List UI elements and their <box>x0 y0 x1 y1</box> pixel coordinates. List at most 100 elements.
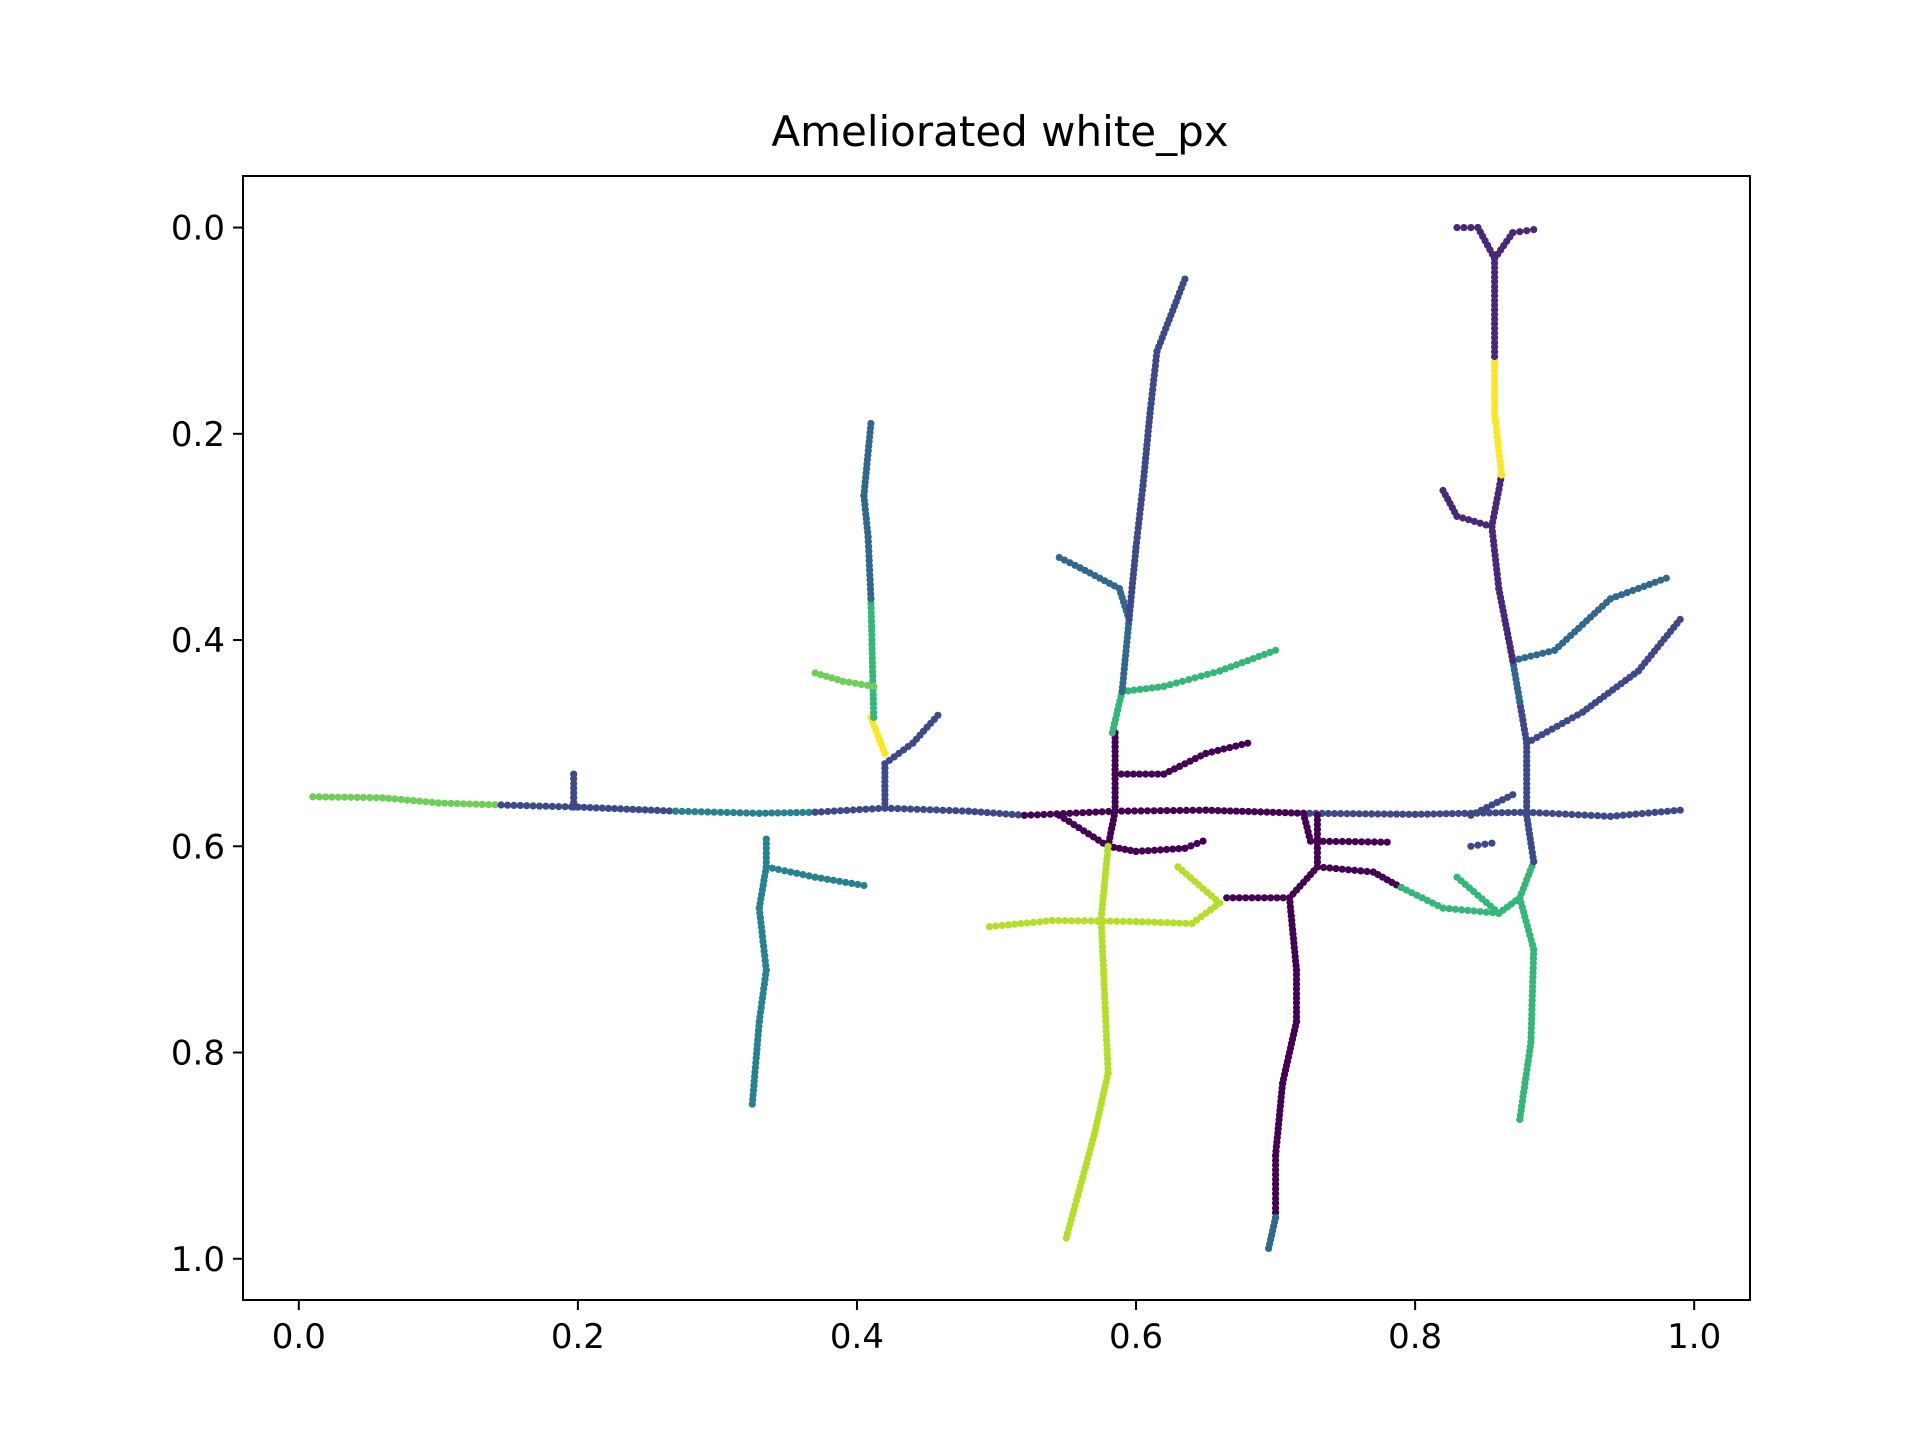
data-point <box>1062 1234 1070 1242</box>
data-point <box>678 807 686 816</box>
data-point <box>1272 646 1280 654</box>
data-point <box>1033 811 1041 819</box>
data-point <box>1074 917 1082 925</box>
data-point <box>1111 770 1119 778</box>
data-point <box>1349 810 1357 818</box>
data-point <box>659 807 668 815</box>
data-point <box>1332 837 1340 846</box>
data-point <box>1581 811 1589 819</box>
data-point <box>1338 837 1346 846</box>
data-point <box>811 808 819 816</box>
data-point <box>447 799 455 808</box>
data-point <box>1266 648 1274 657</box>
data-point <box>359 793 368 802</box>
data-point <box>1263 808 1271 816</box>
point-segment <box>881 711 942 768</box>
data-point <box>1606 595 1615 603</box>
axes-frame <box>242 175 1751 1301</box>
data-point <box>1363 867 1371 876</box>
data-point <box>983 809 991 817</box>
data-point <box>1254 894 1262 902</box>
chart-title: Ameliorated white_px <box>771 107 1228 156</box>
data-point <box>1461 809 1469 818</box>
data-point <box>366 794 374 802</box>
data-point <box>1027 811 1035 819</box>
point-segment <box>1104 807 1207 856</box>
data-point <box>1004 921 1013 929</box>
data-point <box>1663 807 1672 815</box>
data-point <box>1014 811 1022 819</box>
data-point <box>1113 917 1121 925</box>
data-point <box>529 802 537 810</box>
point-segment <box>1125 275 1189 624</box>
point-segment <box>1516 698 1538 866</box>
data-point <box>989 809 998 817</box>
data-point <box>1223 894 1231 902</box>
data-point <box>1232 807 1240 815</box>
data-point <box>900 805 908 813</box>
data-point <box>729 809 738 817</box>
data-point <box>1126 846 1135 855</box>
data-point <box>828 674 836 682</box>
point-segment <box>1509 574 1670 706</box>
data-point <box>1118 807 1126 815</box>
data-point <box>321 793 330 801</box>
data-point <box>1130 686 1138 694</box>
data-point <box>1008 810 1016 819</box>
data-point <box>998 921 1006 930</box>
point-segment <box>1523 615 1684 747</box>
data-point <box>1623 589 1631 597</box>
data-point <box>1119 917 1127 926</box>
point-segment <box>1488 471 1506 531</box>
data-point <box>592 804 600 812</box>
data-point <box>1474 224 1482 232</box>
data-point <box>749 809 757 817</box>
data-point <box>1080 917 1089 925</box>
data-point <box>913 805 921 813</box>
data-point <box>1423 810 1432 818</box>
data-point <box>1238 659 1246 667</box>
data-point <box>811 873 819 881</box>
data-point <box>907 805 915 813</box>
data-point <box>1383 838 1391 846</box>
data-point <box>503 801 512 809</box>
data-point <box>1156 846 1165 854</box>
data-point <box>1208 748 1216 756</box>
data-point <box>653 806 661 815</box>
data-point <box>1221 665 1229 673</box>
data-point <box>894 805 902 813</box>
data-point <box>1377 838 1385 846</box>
data-point <box>1226 807 1234 815</box>
data-point <box>1355 810 1363 818</box>
data-point <box>1191 674 1199 682</box>
data-point <box>1454 809 1463 818</box>
data-point <box>1670 807 1678 815</box>
point-segment <box>867 595 878 722</box>
data-point <box>1618 591 1626 599</box>
data-point <box>422 798 430 806</box>
data-point <box>1182 919 1190 928</box>
data-point <box>1072 809 1080 817</box>
data-point <box>1279 894 1287 902</box>
data-point <box>780 809 788 817</box>
data-point <box>1023 919 1031 927</box>
data-point <box>478 800 486 809</box>
data-point <box>1068 917 1076 925</box>
data-point <box>1293 809 1301 817</box>
data-point <box>665 807 674 815</box>
point-segment <box>1397 873 1503 917</box>
data-point <box>347 793 355 801</box>
data-point <box>1676 615 1684 624</box>
data-point <box>1612 593 1620 601</box>
data-point <box>697 808 705 816</box>
data-point <box>862 805 870 813</box>
data-point <box>1142 770 1150 778</box>
data-point <box>1453 224 1461 232</box>
data-point <box>1657 808 1665 816</box>
data-point <box>1130 807 1139 815</box>
point-segment <box>1488 523 1517 665</box>
point-segment <box>1516 894 1538 1124</box>
point-segment <box>985 863 1224 931</box>
data-point <box>799 808 807 817</box>
data-point <box>1600 812 1608 820</box>
